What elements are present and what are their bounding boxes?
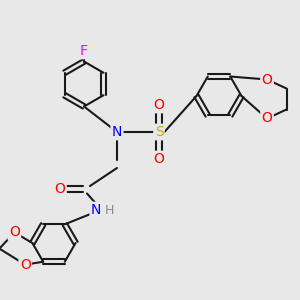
Text: O: O bbox=[154, 98, 164, 112]
Text: H: H bbox=[105, 203, 114, 217]
Text: O: O bbox=[154, 152, 164, 166]
Text: O: O bbox=[262, 73, 272, 86]
Text: O: O bbox=[55, 182, 65, 196]
Text: F: F bbox=[80, 44, 88, 58]
Text: N: N bbox=[91, 203, 101, 217]
Text: O: O bbox=[9, 226, 20, 239]
Text: S: S bbox=[154, 125, 164, 139]
Text: O: O bbox=[262, 112, 272, 125]
Text: N: N bbox=[112, 125, 122, 139]
Text: O: O bbox=[20, 258, 31, 272]
